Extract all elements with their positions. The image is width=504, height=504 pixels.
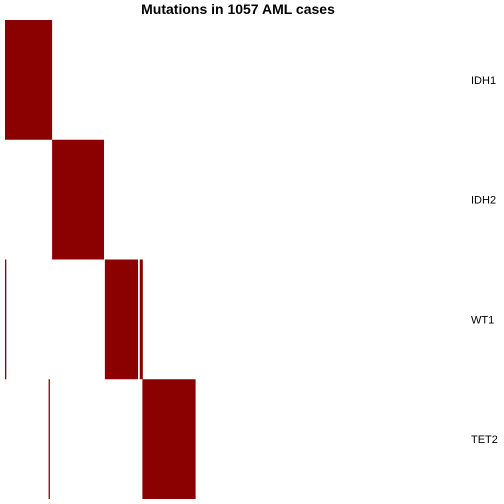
heatmap-cells: [5, 20, 196, 499]
chart-title: Mutations in 1057 AML cases: [141, 1, 335, 17]
row-label-wt1: WT1: [471, 314, 494, 326]
row-label-tet2: TET2: [471, 434, 498, 446]
mutation-block-idh1-1: [5, 20, 53, 140]
row-label-idh2: IDH2: [471, 195, 496, 207]
mutation-block-tet2-2: [142, 379, 196, 499]
mutation-block-idh2-1: [52, 139, 104, 260]
row-label-idh1: IDH1: [471, 75, 496, 87]
mutation-block-wt1-2: [104, 259, 139, 380]
mutation-block-wt1-3: [139, 259, 143, 380]
row-labels: IDH1 IDH2 WT1 TET2: [471, 75, 498, 446]
mutation-block-tet2-1: [48, 379, 50, 499]
mutation-block-wt1-1: [5, 259, 7, 380]
